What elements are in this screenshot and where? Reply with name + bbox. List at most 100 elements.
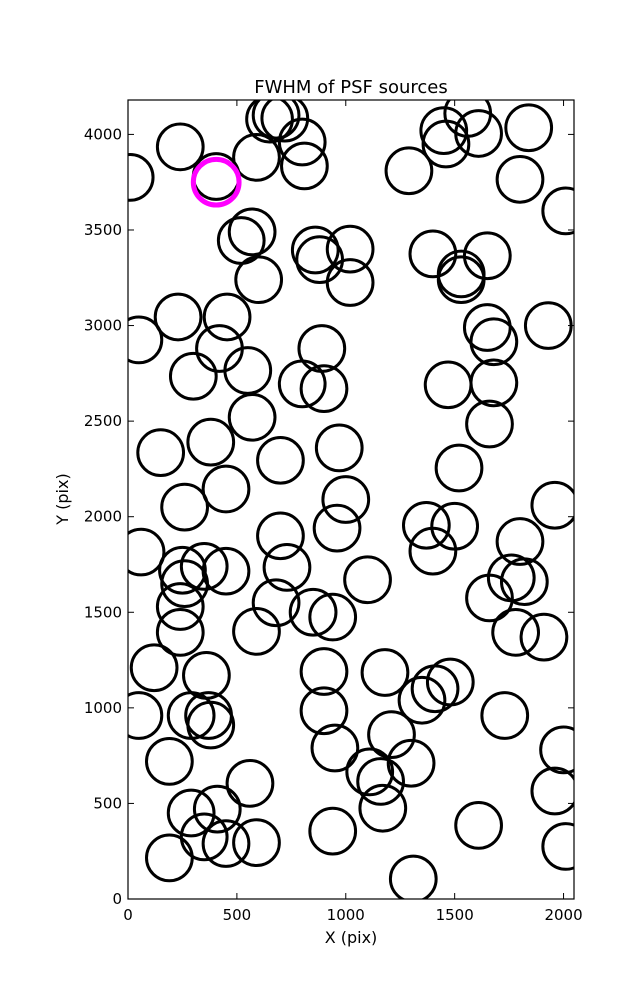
psf-source-marker-3 bbox=[232, 132, 281, 182]
psf-source-marker-54 bbox=[256, 511, 305, 561]
psf-source-marker-74 bbox=[232, 607, 281, 656]
x-axis: 0 500 1000 1500 2000 bbox=[123, 100, 583, 924]
psf-source-marker-108 bbox=[388, 854, 438, 899]
psf-source-marker-43 bbox=[227, 392, 277, 442]
psf-source-marker-92 bbox=[367, 710, 416, 759]
psf-source-marker-89 bbox=[480, 691, 530, 740]
y-tick-label: 2500 bbox=[84, 412, 122, 430]
psf-source-marker-39 bbox=[469, 317, 519, 367]
psf-source-marker-103 bbox=[232, 818, 281, 867]
psf-source-marker-14 bbox=[504, 103, 554, 153]
x-tick-label: 1500 bbox=[436, 906, 474, 924]
y-axis: 0 500 1000 1500 2000 2500 3000 3500 4000 bbox=[84, 125, 574, 908]
psf-source-marker-61 bbox=[158, 545, 207, 595]
psf-source-marker-28 bbox=[128, 315, 164, 365]
y-tick-label: 3500 bbox=[84, 221, 122, 239]
chart-title: FWHM of PSF sources bbox=[254, 77, 448, 98]
psf-source-marker-9 bbox=[384, 146, 434, 196]
psf-source-marker-7 bbox=[277, 117, 327, 167]
psf-source-marker-90 bbox=[145, 737, 194, 786]
psf-source-marker-86 bbox=[397, 675, 447, 725]
psf-source-marker-46 bbox=[256, 435, 305, 485]
psf-source-marker-102 bbox=[201, 819, 251, 868]
psf-source-marker-81 bbox=[128, 691, 164, 740]
psf-source-marker-22 bbox=[325, 224, 375, 274]
psf-source-marker-47 bbox=[314, 423, 364, 473]
psf-source-marker-94 bbox=[345, 747, 395, 797]
x-tick-label: 1000 bbox=[327, 906, 365, 924]
psf-source-marker-62 bbox=[179, 542, 229, 591]
psf-source-marker-36 bbox=[299, 364, 349, 414]
psf-source-marker-76 bbox=[519, 612, 569, 662]
psf-source-marker-64 bbox=[160, 559, 209, 608]
psf-source-marker-1 bbox=[155, 122, 205, 172]
x-tick-label: 2000 bbox=[544, 906, 582, 924]
psf-source-marker-48 bbox=[434, 443, 484, 493]
psf-source-marker-53 bbox=[128, 527, 166, 577]
psf-source-marker-84 bbox=[186, 700, 236, 750]
psf-source-marker-77 bbox=[129, 643, 179, 693]
psf-source-marker-51 bbox=[321, 475, 371, 524]
psf-source-marker-29 bbox=[153, 292, 203, 342]
plot-markers bbox=[128, 100, 574, 899]
psf-source-marker-88 bbox=[425, 657, 475, 707]
psf-source-marker-41 bbox=[465, 399, 514, 449]
y-tick-label: 500 bbox=[93, 794, 122, 812]
psf-source-marker-23 bbox=[325, 258, 375, 307]
psf-source-marker-19 bbox=[234, 255, 284, 305]
psf-source-marker-66 bbox=[251, 578, 301, 628]
psf-source-marker-40 bbox=[469, 358, 519, 408]
psf-source-marker-73 bbox=[155, 607, 205, 657]
psf-source-marker-98 bbox=[530, 766, 574, 816]
psf-source-marker-6 bbox=[260, 100, 310, 143]
psf-source-marker-10 bbox=[419, 106, 469, 155]
psf-source-marker-99 bbox=[166, 788, 216, 838]
psf-source-marker-24 bbox=[408, 229, 458, 279]
y-tick-label: 1000 bbox=[84, 699, 122, 717]
plot-frame bbox=[127, 99, 575, 900]
psf-source-marker-35 bbox=[277, 359, 327, 409]
psf-source-marker-30 bbox=[202, 292, 252, 342]
psf-source-marker-79 bbox=[299, 647, 349, 696]
psf-source-marker-96 bbox=[225, 758, 275, 808]
psf-source-marker-65 bbox=[155, 582, 205, 631]
y-tick-label: 1500 bbox=[84, 603, 122, 621]
psf-source-marker-93 bbox=[386, 738, 436, 788]
y-tick-label: 0 bbox=[112, 890, 122, 908]
psf-source-marker-20 bbox=[290, 225, 340, 275]
psf-source-marker-50 bbox=[160, 482, 209, 532]
psf-source-marker-42 bbox=[523, 301, 573, 350]
y-tick-label: 2000 bbox=[84, 508, 122, 526]
psf-source-marker-32 bbox=[168, 351, 218, 401]
y-tick-label: 4000 bbox=[84, 125, 122, 143]
psf-source-marker-44 bbox=[186, 417, 236, 467]
psf-source-marker-31 bbox=[195, 324, 244, 373]
psf-source-marker-0 bbox=[128, 153, 155, 202]
psf-source-marker-107 bbox=[145, 833, 194, 883]
psf-source-marker-55 bbox=[262, 542, 312, 592]
psf-source-marker-67 bbox=[288, 587, 338, 637]
psf-source-marker-57 bbox=[401, 500, 451, 550]
psf-source-marker-109 bbox=[541, 822, 574, 871]
x-axis-label: X (pix) bbox=[325, 928, 378, 947]
psf-source-marker-59 bbox=[408, 526, 458, 576]
psf-source-marker-80 bbox=[360, 648, 410, 697]
psf-source-marker-60 bbox=[495, 517, 545, 566]
psf-source-marker-18 bbox=[227, 207, 277, 257]
psf-source-marker-72 bbox=[499, 557, 549, 607]
psf-source-marker-97 bbox=[539, 725, 574, 775]
psf-source-marker-85 bbox=[299, 686, 349, 736]
highlighted-source-marker-0 bbox=[190, 156, 242, 208]
psf-source-marker-33 bbox=[223, 346, 273, 395]
psf-source-marker-45 bbox=[136, 428, 186, 478]
psf-source-marker-75 bbox=[491, 607, 541, 657]
psf-source-marker-37 bbox=[423, 360, 473, 410]
psf-source-marker-8 bbox=[280, 141, 329, 191]
psf-source-marker-49 bbox=[201, 464, 251, 514]
psf-source-marker-105 bbox=[358, 783, 408, 833]
x-tick-label: 500 bbox=[223, 906, 252, 924]
psf-source-marker-13 bbox=[454, 109, 503, 158]
psf-source-marker-4 bbox=[245, 100, 294, 144]
psf-source-marker-27 bbox=[462, 231, 512, 281]
